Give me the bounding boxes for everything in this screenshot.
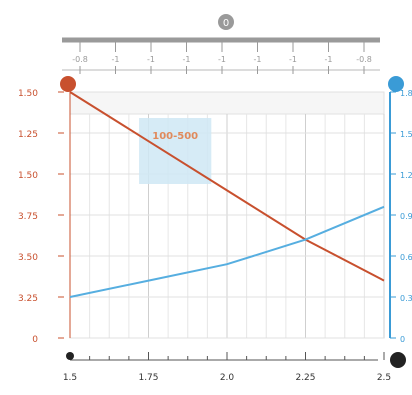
left-axis-tick-label: 0: [32, 335, 38, 345]
top-axis-badge: [218, 14, 234, 30]
top-axis-tick-label: -0.8: [72, 55, 88, 64]
annotation-label: 100-500: [152, 131, 198, 142]
top-axis-tick-label: -1: [112, 55, 120, 64]
top-axis-tick-label: -1: [325, 55, 333, 64]
x-axis-tick-label: 1.75: [138, 373, 158, 383]
left-axis-tick-label: 3.50: [18, 253, 38, 263]
plot-header-strip: [69, 91, 385, 115]
top-axis-tick-label: -1: [183, 55, 191, 64]
series-line-1: [69, 91, 385, 282]
top-axis-tick-label: -1: [254, 55, 262, 64]
right-axis-tick-label: 0: [400, 335, 405, 344]
right-axis-badge-icon: [388, 76, 404, 92]
left-axis-tick-label: 1.50: [18, 171, 38, 181]
left-axis: 0 3.25 3.50 3.75 1.50 1.25 1.50: [18, 76, 76, 345]
right-axis-tick-label: 1.2: [400, 171, 412, 180]
x-axis-tick-label: 1.5: [63, 373, 77, 383]
x-axis-end-badge-icon: [390, 352, 406, 368]
right-axis-tick-label: 0.9: [400, 212, 412, 221]
annotation: 100-500: [139, 118, 212, 184]
x-axis-tick-label: 2.0: [220, 373, 235, 383]
left-axis-tick-label: 1.25: [18, 130, 38, 140]
left-axis-tick-label: 3.75: [18, 212, 38, 222]
right-axis-tick-label: 0.3: [400, 294, 412, 303]
right-axis: 0 0.3 0.6 0.9 1.2 1.5 1.8: [388, 76, 412, 344]
top-axis-badge-label: 0: [223, 18, 229, 29]
top-axis-tick-label: -0.8: [356, 55, 372, 64]
top-axis-tick-label: -1: [289, 55, 297, 64]
left-axis-tick-label: 1.50: [18, 89, 38, 99]
series-line-2: [69, 205, 385, 298]
left-axis-badge-icon: [60, 76, 76, 92]
series-group: [69, 91, 385, 298]
x-axis-tick-label: 2.25: [295, 373, 315, 383]
x-axis: 1.5 1.75 2.0 2.25 2.5: [63, 352, 406, 383]
right-axis-tick-label: 0.6: [400, 253, 412, 262]
top-axis-tick-label: -1: [147, 55, 155, 64]
top-axis: 0 -0.8 -1 -1 -1 -1 -1 -1 -1 -0.8: [62, 14, 380, 74]
x-axis-tick-label: 2.5: [377, 373, 391, 383]
right-axis-tick-label: 1.5: [400, 130, 412, 139]
top-axis-tick-label: -1: [218, 55, 226, 64]
right-axis-tick-label: 1.8: [400, 89, 412, 98]
x-axis-start-marker: [66, 352, 74, 360]
left-axis-tick-label: 3.25: [18, 294, 38, 304]
